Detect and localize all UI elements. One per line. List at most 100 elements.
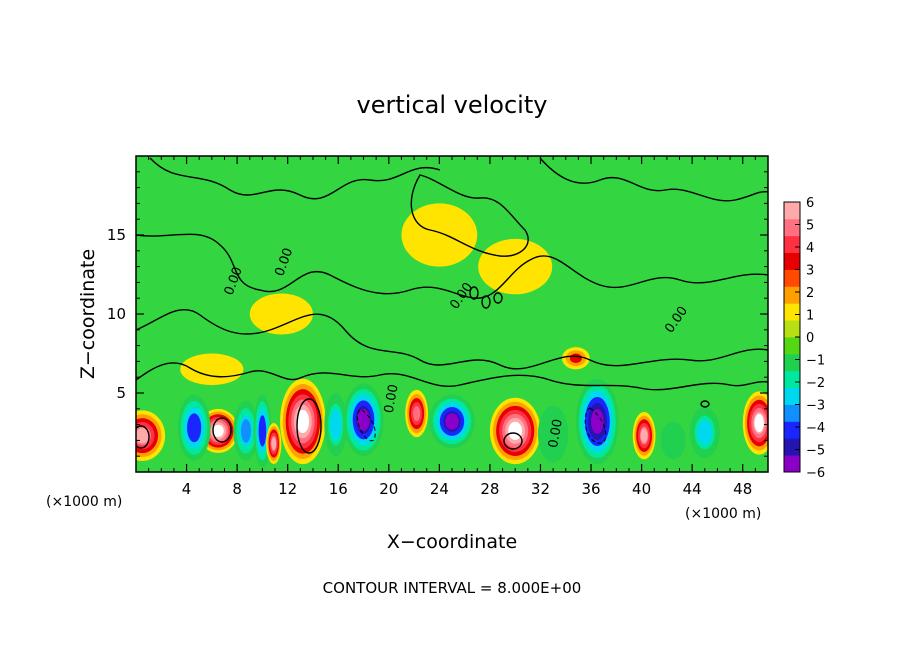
velocity-cell	[401, 203, 478, 267]
colorbar-tick-label: 2	[806, 286, 814, 301]
velocity-cell	[689, 407, 720, 458]
velocity-cell	[429, 394, 475, 449]
velocity-cell	[249, 293, 313, 335]
cell-level	[445, 413, 459, 430]
contour-line	[296, 398, 322, 454]
colorbar-tick-label: 5	[806, 219, 814, 234]
x-tick-label: 4	[182, 480, 192, 498]
velocity-cell	[742, 391, 768, 455]
velocity-cell	[343, 383, 384, 457]
x-tick-label: 44	[683, 480, 702, 498]
colorbar-tick-label: 0	[806, 331, 814, 346]
contour-label: 0.00	[546, 418, 566, 449]
colorbar-tick-label: −6	[806, 466, 825, 481]
contour-labels: 0.000.000.000.000.000.00	[222, 246, 691, 449]
contour-line	[136, 233, 768, 299]
cell-level	[296, 409, 310, 434]
colorbar-tick-label: −3	[806, 399, 825, 414]
cell-level	[401, 203, 478, 267]
colorbar-segment	[784, 438, 800, 456]
colorbar-segment	[784, 218, 800, 237]
x-tick-label: 16	[329, 480, 348, 498]
contour-line	[584, 407, 607, 444]
contour-line	[149, 157, 441, 200]
velocity-cell	[478, 238, 553, 295]
contour-line	[410, 174, 529, 257]
contour-line	[700, 400, 710, 408]
x-tick-label: 28	[480, 480, 499, 498]
contour-line	[481, 295, 491, 309]
contour-line	[212, 417, 232, 443]
colorbar-segment	[784, 370, 800, 389]
velocity-cell	[575, 378, 619, 465]
cell-level	[697, 420, 713, 445]
colorbar-segment	[784, 455, 800, 473]
colorbar-segment	[784, 421, 800, 439]
velocity-cell	[561, 347, 590, 370]
x-tick-label: 12	[278, 480, 297, 498]
y-tick-label: 15	[107, 226, 126, 244]
cell-level	[569, 353, 582, 364]
cell-level	[249, 293, 313, 335]
colorbar-segment	[784, 286, 800, 304]
cell-level	[413, 405, 421, 422]
contour-interval-note: CONTOUR INTERVAL = 8.000E+00	[323, 579, 582, 597]
contour-lines	[136, 157, 768, 454]
colorbar-tick-label: −5	[806, 444, 825, 459]
velocity-cell	[180, 353, 244, 386]
colorbar-tick-label: 1	[806, 309, 814, 324]
colorbar-segment	[784, 269, 800, 287]
velocity-cell	[266, 423, 282, 465]
colorbar-segment	[784, 235, 800, 254]
x-tick-label: 32	[531, 480, 550, 498]
cell-level	[188, 416, 200, 439]
colorbar-segment	[784, 387, 800, 405]
velocity-cell	[324, 393, 348, 457]
colorbar-segment	[784, 303, 800, 321]
cell-level	[591, 409, 604, 434]
velocity-cells	[136, 203, 768, 468]
colorbar-tick-label: −1	[806, 354, 825, 369]
negative-contours	[356, 407, 607, 444]
cell-level	[271, 437, 277, 450]
cell-level	[478, 238, 553, 295]
contour-line	[503, 432, 523, 450]
contour-line	[493, 292, 503, 304]
plot-area: 0.000.000.000.000.000.00	[136, 156, 768, 472]
cell-level	[240, 419, 251, 443]
cell-level	[180, 353, 244, 386]
x-tick-label: 8	[232, 480, 242, 498]
x-tick-label: 36	[581, 480, 600, 498]
colorbar-segment	[784, 353, 800, 372]
cell-level	[136, 427, 150, 444]
contour-line	[356, 409, 376, 442]
colorbar-tick-label: −2	[806, 376, 825, 391]
contour-line	[136, 308, 768, 370]
velocity-cell	[537, 405, 569, 463]
y-tick-label: 5	[116, 384, 126, 402]
contour-line	[539, 157, 768, 202]
colorbar-segment	[784, 320, 800, 338]
x-unit-right: (×1000 m)	[685, 506, 761, 522]
y-axis-label: Z−coordinate	[77, 249, 99, 379]
colorbar-tick-label: 3	[806, 264, 814, 279]
contour-line	[136, 425, 150, 449]
x-axis-label: X−coordinate	[387, 531, 517, 553]
cell-level	[330, 409, 342, 441]
velocity-cell	[632, 411, 656, 460]
x-tick-label: 20	[379, 480, 398, 498]
velocity-cell	[660, 421, 686, 460]
velocity-cell	[177, 394, 211, 461]
cell-level	[212, 424, 224, 437]
colorbar-tick-label: 4	[806, 241, 814, 256]
cell-level	[357, 408, 370, 431]
colorbar-tick-label: −4	[806, 421, 825, 436]
velocity-cell	[405, 389, 429, 438]
contour-label: 0.00	[382, 383, 402, 414]
cell-level	[508, 421, 523, 440]
velocity-cell	[489, 397, 541, 465]
cell-level	[754, 414, 764, 432]
cell-level	[640, 428, 648, 443]
